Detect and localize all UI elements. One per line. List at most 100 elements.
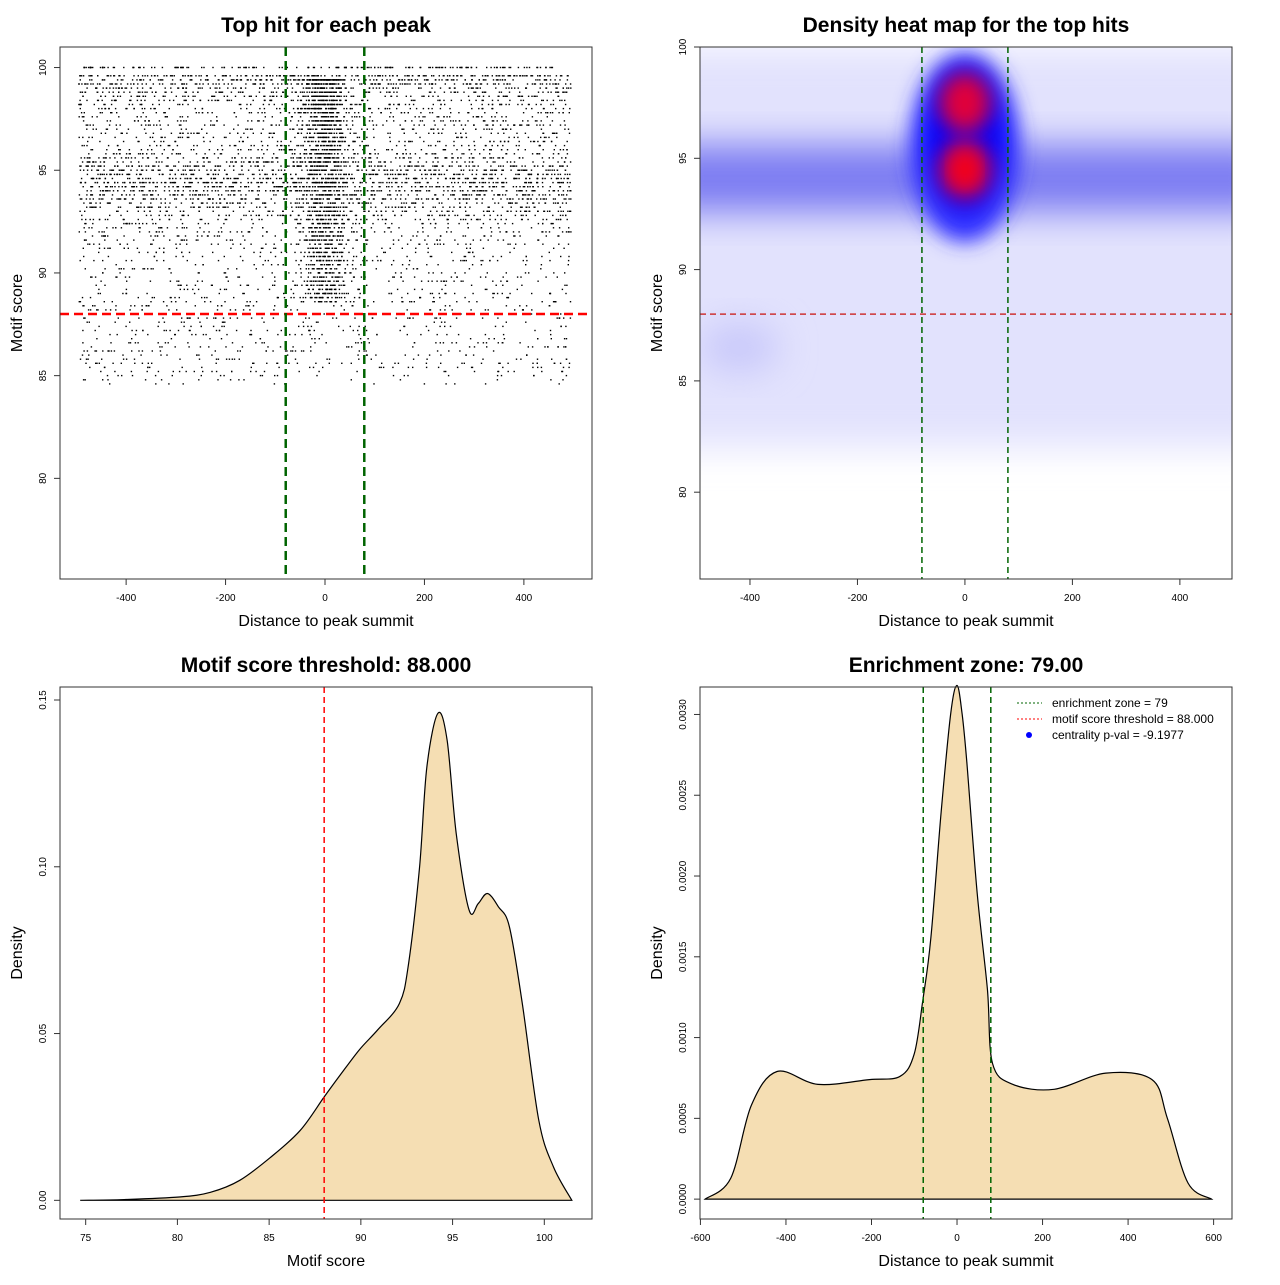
scatter-point — [473, 370, 476, 373]
scatter-point — [404, 190, 406, 192]
scatter-point — [395, 198, 397, 200]
scatter-point — [158, 173, 161, 176]
scatter-point — [442, 280, 445, 282]
scatter-point — [142, 268, 144, 270]
scatter-point — [251, 190, 253, 192]
scatter-point — [240, 103, 242, 106]
scatter-point — [359, 83, 361, 85]
scatter-point — [398, 173, 400, 176]
scatter-point — [225, 206, 227, 208]
scatter-point — [562, 107, 565, 110]
scatter-point — [452, 157, 454, 159]
scatter-point — [141, 83, 143, 85]
scatter-point — [174, 83, 176, 85]
scatter-point — [509, 99, 511, 102]
scatter-point — [340, 305, 343, 307]
scatter-point — [182, 255, 184, 258]
scatter-point — [552, 181, 554, 184]
scatter-point — [120, 83, 122, 85]
scatter-point — [88, 321, 90, 323]
scatter-point — [242, 292, 244, 295]
scatter-point — [144, 99, 146, 102]
scatter-point — [424, 75, 426, 77]
scatter-point — [152, 222, 154, 225]
scatter-point — [188, 136, 190, 139]
scatter-point — [273, 103, 275, 106]
scatter-point — [211, 284, 213, 286]
scatter-point — [230, 190, 233, 192]
scatter-point — [266, 161, 268, 163]
scatter-point — [439, 309, 442, 311]
scatter-point — [118, 186, 120, 188]
scatter-point — [416, 190, 418, 192]
scatter-point — [225, 214, 227, 217]
scatter-point — [337, 157, 340, 159]
scatter-point — [352, 222, 354, 225]
scatter-point — [537, 366, 539, 369]
scatter-point — [502, 169, 504, 171]
scatter-point — [291, 210, 294, 212]
scatter-point — [133, 107, 135, 110]
scatter-point — [419, 181, 421, 184]
scatter-point — [492, 83, 495, 85]
scatter-point — [142, 198, 144, 200]
scatter-point — [230, 161, 232, 163]
scatter-point — [283, 292, 285, 295]
scatter-point — [149, 144, 151, 147]
scatter-point — [526, 124, 528, 126]
scatter-point — [190, 206, 192, 208]
scatter-point — [378, 181, 380, 184]
scatter-point — [142, 194, 144, 196]
scatter-point — [291, 350, 294, 352]
scatter-point — [276, 75, 278, 77]
scatter-point — [393, 120, 395, 122]
scatter-point — [82, 305, 84, 307]
scatter-point — [117, 95, 119, 97]
scatter-point — [246, 301, 248, 303]
scatter-point — [376, 333, 378, 336]
scatter-point — [277, 333, 279, 336]
scatter-point — [506, 296, 508, 299]
scatter-point — [388, 91, 390, 93]
scatter-point — [482, 173, 485, 176]
scatter-point — [453, 140, 455, 143]
scatter-point — [79, 210, 81, 212]
scatter-point — [298, 157, 300, 159]
scatter-point — [110, 103, 113, 106]
scatter-point — [423, 79, 426, 81]
scatter-point — [439, 239, 441, 241]
scatter-point — [467, 87, 470, 89]
scatter-point — [451, 157, 453, 159]
scatter-point — [411, 75, 414, 77]
scatter-point — [103, 161, 106, 163]
scatter-point — [497, 222, 499, 225]
scatter-point — [548, 251, 550, 254]
scatter-point — [87, 161, 90, 163]
scatter-point — [96, 99, 99, 102]
scatter-point — [489, 149, 491, 151]
scatter-point — [402, 153, 404, 155]
scatter-point — [152, 268, 154, 270]
scatter-point — [263, 153, 265, 155]
scatter-point — [227, 206, 229, 208]
scatter-point — [510, 210, 512, 212]
scatter-point — [462, 181, 464, 184]
scatter-point — [86, 169, 89, 171]
scatter-point — [421, 95, 423, 97]
scatter-point — [257, 288, 259, 291]
scatter-point — [194, 264, 197, 266]
scatter-point — [244, 202, 247, 204]
scatter-point — [461, 190, 464, 192]
scatter-point — [510, 169, 512, 171]
scatter-point — [116, 173, 119, 176]
scatter-point — [89, 296, 92, 299]
scatter-point — [273, 194, 275, 196]
scatter-point — [568, 227, 570, 229]
scatter-point — [441, 132, 443, 134]
scatter-point — [557, 83, 560, 85]
scatter-point — [99, 140, 101, 143]
scatter-point — [359, 292, 361, 295]
scatter-point — [555, 91, 557, 93]
scatter-point — [567, 264, 569, 266]
scatter-point — [145, 124, 147, 126]
